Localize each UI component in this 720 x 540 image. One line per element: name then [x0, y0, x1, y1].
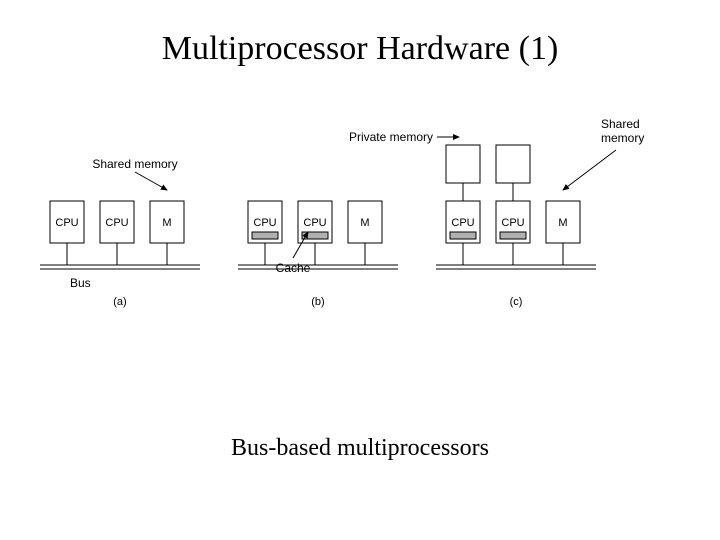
box-label: CPU — [105, 217, 128, 229]
panel-label: (c) — [510, 296, 523, 308]
cache-rect — [450, 232, 476, 239]
box-label: M — [360, 217, 369, 229]
panel-label: (a) — [113, 296, 126, 308]
panel-label: (b) — [311, 296, 324, 308]
page-title: Multiprocessor Hardware (1) — [0, 30, 720, 68]
box-label: CPU — [55, 217, 78, 229]
arrow — [563, 150, 616, 190]
box-label: CPU — [303, 217, 326, 229]
cache-rect — [500, 232, 526, 239]
cache-rect — [252, 232, 278, 239]
box-label: CPU — [451, 217, 474, 229]
private-memory-label: Private memory — [349, 130, 433, 144]
shared-memory-label: Shared memory — [92, 157, 177, 171]
box-label: M — [162, 217, 171, 229]
diagram-container: CPU CPU M (a) CPU CPU M (b) CPU CPU M (c) Shared mem… — [40, 110, 680, 350]
box-label: CPU — [253, 217, 276, 229]
shared-memory-label: Shared — [601, 117, 640, 131]
private-memory-box — [496, 145, 530, 183]
bus-label: Bus — [70, 276, 91, 290]
cache-label: Cache — [276, 261, 311, 275]
caption: Bus-based multiprocessors — [0, 435, 720, 462]
arrow — [135, 172, 167, 190]
box-label: M — [558, 217, 567, 229]
box-label: CPU — [501, 217, 524, 229]
shared-memory-label: memory — [601, 131, 644, 145]
private-memory-box — [446, 145, 480, 183]
